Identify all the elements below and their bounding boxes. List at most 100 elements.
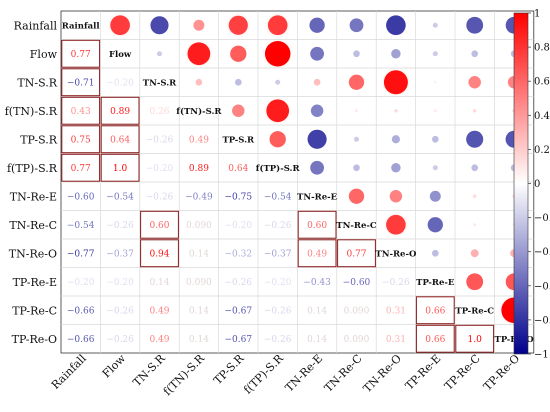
corr-value: 0.14	[189, 306, 209, 316]
corr-value: −0.67	[225, 335, 253, 345]
corr-bubble-tp-s-r-f-tp-s-r	[269, 131, 286, 148]
corr-bubble-rainfall-f-tp-s-r	[267, 15, 288, 36]
corr-value: 0.49	[149, 306, 169, 316]
corr-bubble-tp-s-r-tp-re-e	[431, 135, 439, 143]
col-label-flow: Flow	[100, 352, 129, 381]
corr-value: −0.67	[225, 306, 253, 316]
col-label-f-tp-s-r: f(TP)-S.R	[241, 351, 286, 396]
corr-value: −0.26	[264, 306, 292, 316]
corr-value: 0.77	[71, 164, 91, 174]
corr-bubble-f-tn-s-r-f-tp-s-r	[266, 99, 290, 123]
colorbar-tick-label: −0.8	[534, 315, 550, 326]
highlight-box	[61, 153, 101, 182]
highlight-box	[297, 210, 337, 239]
corr-value: −0.26	[264, 221, 292, 231]
corr-value: −0.54	[264, 192, 292, 202]
highlight-box	[455, 324, 495, 353]
corr-value: 0.090	[186, 278, 212, 288]
corr-value: −0.20	[264, 278, 292, 288]
corr-bubble-rainfall-tp-re-c	[466, 16, 484, 34]
highlight-box	[415, 296, 455, 325]
highlight-box	[61, 96, 101, 125]
corr-bubble-flow-tn-re-o	[391, 49, 401, 59]
corr-value: 1.0	[468, 335, 483, 345]
col-label-tn-s-r: TN-S.R	[130, 351, 168, 389]
corr-value: 0.75	[71, 135, 91, 145]
row-label-tp-re-c: TP-Re-C	[12, 304, 57, 317]
corr-bubble-tn-re-c-tp-re-c	[473, 223, 477, 227]
corr-bubble-rainfall-tp-re-e	[432, 22, 438, 28]
corr-bubble-tn-s-r-tn-re-o	[383, 70, 408, 95]
row-label-f-tn-s-r: f(TN)-S.R	[5, 105, 58, 118]
corr-bubble-rainfall-flow	[110, 15, 130, 36]
corr-value: −0.49	[185, 192, 213, 202]
corr-value: 0.49	[307, 249, 327, 259]
corr-value: −0.54	[106, 192, 134, 202]
corr-bubble-rainfall-tn-s-r	[150, 16, 169, 35]
corr-bubble-rainfall-tn-re-o	[386, 15, 406, 36]
corr-value: 0.090	[344, 335, 370, 345]
corr-value: −0.71	[67, 78, 95, 88]
corr-value: −0.77	[67, 249, 95, 259]
col-label-tp-s-r: TP-S.R	[211, 351, 247, 387]
corr-value: 0.14	[149, 278, 169, 288]
col-label-tn-re-c: TN-Re-C	[322, 352, 365, 395]
corr-value: −0.66	[67, 335, 95, 345]
highlight-box	[140, 239, 179, 268]
highlight-box	[100, 96, 140, 125]
corr-value: 0.66	[425, 306, 445, 316]
corr-bubble-f-tp-s-r-tn-re-o	[391, 163, 401, 173]
corr-value: −0.26	[106, 221, 134, 231]
highlight-box	[415, 324, 455, 353]
col-label-tp-re-o: TP-Re-O	[481, 352, 522, 393]
highlight-box	[100, 153, 140, 182]
corr-value: 0.60	[149, 221, 169, 231]
corr-value: −0.26	[225, 278, 253, 288]
corr-value: −0.20	[146, 164, 174, 174]
row-label-rainfall: Rainfall	[14, 19, 58, 32]
row-label-f-tp-s-r: f(TP)-S.R	[7, 162, 58, 175]
diagonal-label-tn-re-c: TN-Re-C	[336, 221, 377, 231]
corr-value: −0.26	[264, 335, 292, 345]
corr-bubble-tn-re-e-tp-re-c	[472, 194, 477, 199]
colorbar-tick-label: −0.6	[534, 281, 550, 292]
highlight-box	[61, 125, 101, 154]
colorbar-tick-label: −1	[534, 350, 549, 361]
diagonal-label-tp-s-r: TP-S.R	[222, 135, 255, 145]
col-label-tn-re-e: TN-Re-E	[283, 352, 326, 395]
corr-bubble-f-tn-s-r-tp-re-c	[472, 108, 477, 113]
row-label-tn-re-e: TN-Re-E	[10, 190, 57, 203]
corr-bubble-rainfall-f-tn-s-r	[193, 19, 205, 31]
corr-value: −0.26	[382, 278, 410, 288]
corr-bubble-f-tn-s-r-tn-re-o	[394, 108, 398, 113]
corr-value: 0.49	[149, 335, 169, 345]
colorbar-gradient	[513, 12, 529, 355]
corr-bubble-tp-s-r-tn-re-c	[353, 136, 360, 142]
corr-bubble-tp-re-e-tp-re-c	[466, 273, 484, 291]
corr-bubble-tn-s-r-tp-s-r	[234, 78, 242, 86]
corr-value: −0.32	[225, 249, 253, 259]
corr-value: −0.54	[67, 221, 95, 231]
col-label-tp-re-c: TP-Re-C	[442, 352, 483, 393]
corr-value: 0.14	[189, 335, 209, 345]
row-label-tp-re-o: TP-Re-O	[12, 333, 57, 346]
col-label-tp-re-e: TP-Re-E	[403, 352, 444, 393]
corr-value: 0.090	[186, 221, 212, 231]
corr-value: 0.14	[307, 306, 327, 316]
corr-value: −0.66	[67, 306, 95, 316]
corr-value: −0.20	[106, 278, 134, 288]
corr-bubble-flow-tp-s-r	[230, 45, 247, 62]
corr-bubble-tn-s-r-tp-re-c	[468, 76, 481, 89]
corr-bubble-flow-f-tn-s-r	[187, 42, 211, 66]
corr-bubble-f-tp-s-r-tn-re-e	[310, 160, 324, 175]
corr-value: 0.26	[149, 107, 169, 117]
row-label-tn-re-o: TN-Re-O	[9, 247, 57, 260]
corr-value: 0.77	[71, 50, 91, 60]
col-label-f-tn-s-r: f(TN)-S.R	[161, 351, 208, 398]
diagonal-label-tn-re-o: TN-Re-O	[375, 249, 417, 259]
colorbar-tick-label: −0.2	[534, 213, 550, 224]
corr-value: 0.090	[344, 306, 370, 316]
corr-value: 0.31	[386, 335, 406, 345]
cell-layer: Rainfall 0.77 Flow −0.71 −0.20 TN-S.R 0.43 0.89…	[61, 12, 534, 353]
colorbar-tick-label: 0.6	[534, 77, 550, 88]
